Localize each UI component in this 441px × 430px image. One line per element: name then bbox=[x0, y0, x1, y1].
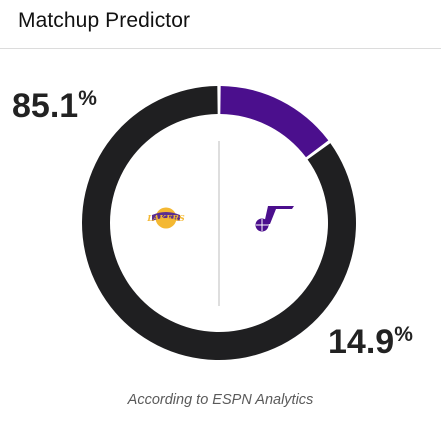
page-title: Matchup Predictor bbox=[18, 9, 191, 32]
right-percentage-unit: % bbox=[394, 323, 413, 346]
lakers-logo: LAKERS bbox=[146, 207, 185, 229]
right-percentage-value: 14.9 bbox=[328, 323, 394, 361]
analytics-caption: According to ESPN Analytics bbox=[127, 392, 314, 408]
left-percentage-value: 85.1 bbox=[12, 87, 78, 125]
jazz-logo bbox=[255, 206, 294, 232]
away-team-slice bbox=[220, 86, 329, 158]
svg-text:LAKERS: LAKERS bbox=[146, 213, 185, 223]
left-percentage: 85.1% bbox=[12, 87, 97, 125]
title-divider bbox=[0, 48, 441, 49]
left-percentage-unit: % bbox=[78, 87, 97, 110]
right-percentage: 14.9% bbox=[328, 323, 413, 361]
